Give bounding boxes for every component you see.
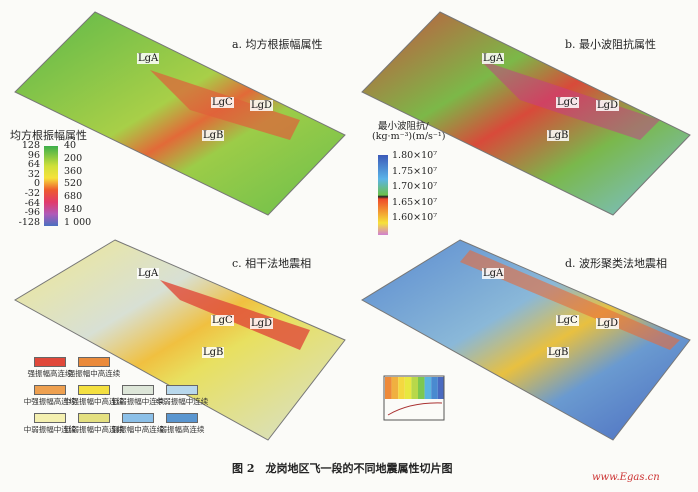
legend-b-tick: 1.75×10⁷ <box>392 165 438 177</box>
legend-c-swatch <box>34 385 66 395</box>
legend-b-tick: 1.65×10⁷ <box>392 196 438 208</box>
legend-a-right-tick: 200 <box>64 152 83 164</box>
map-d <box>361 239 691 441</box>
legend-d-frame <box>383 375 445 421</box>
legend-b-title: 最小波阻抗/ <box>378 121 429 132</box>
legend-b-tick: 1.60×10⁷ <box>392 212 438 223</box>
legend-a-left-tick: -128 <box>18 216 40 228</box>
legend-c-item: 弱振幅中高连续 <box>108 413 168 434</box>
legend-c-swatch <box>78 385 110 395</box>
legend-d-bars <box>385 377 445 399</box>
well-label: LgB <box>202 347 225 358</box>
legend-c-label: 低弱振幅中高连续 <box>64 425 124 434</box>
legend-d-bar <box>398 377 405 399</box>
legend-c-label: 强振幅高连续 <box>27 369 73 378</box>
legend-d-bar <box>411 377 418 399</box>
well-label: LgC <box>556 315 579 326</box>
well-label: LgB <box>547 347 570 358</box>
legend-a-bar <box>44 146 58 226</box>
well-label: LgC <box>211 97 234 108</box>
legend-a-left-tick: 96 <box>27 149 40 161</box>
legend-c-item: 强振幅中高连续 <box>64 357 124 378</box>
well-label: LgC <box>211 315 234 326</box>
panel-a-title: a. 均方根振幅属性 <box>232 38 323 51</box>
legend-d-bar <box>385 377 392 399</box>
well-label: LgB <box>202 130 225 141</box>
legend-a-right-tick: 360 <box>64 165 83 177</box>
legend-c-item: 强振幅高连续 <box>20 357 80 378</box>
well-label: LgD <box>596 318 620 329</box>
well-label: LgA <box>137 53 160 64</box>
panel-c-title: c. 相干法地震相 <box>232 257 312 270</box>
legend-a-left-tick: 0 <box>33 178 40 190</box>
well-label: LgB <box>547 130 570 141</box>
legend-c-label: 中弱振幅中连续 <box>155 397 209 406</box>
map-c-band <box>160 280 310 350</box>
legend-c-label: 中强振幅中高连续 <box>64 397 124 406</box>
legend-c-item: 中强振幅高连续 <box>20 385 80 406</box>
legend-c-item: 弱振幅高连续 <box>152 413 212 434</box>
legend-c-swatch <box>78 413 110 423</box>
legend-c-swatch <box>166 385 198 395</box>
legend-c-label: 中弱振幅中连续 <box>23 425 77 434</box>
legend-c-item: 中弱振幅中连续 <box>20 413 80 434</box>
well-label: LgA <box>482 53 505 64</box>
legend-c-swatch <box>122 385 154 395</box>
map-d-band <box>460 250 680 350</box>
legend-c-swatch <box>122 413 154 423</box>
legend-c-label: 低弱振幅中连续 <box>111 397 165 406</box>
legend-c-label: 弱振幅高连续 <box>159 425 205 434</box>
legend-b-tick: 1.80×10⁷ <box>392 150 438 161</box>
legend-a-right-tick: 680 <box>64 191 83 203</box>
well-label: LgD <box>250 100 274 111</box>
legend-a-right-tick: 840 <box>64 204 83 215</box>
legend-d-bar <box>424 377 432 399</box>
legend-a-left-tick: -32 <box>24 188 40 199</box>
legend-c-swatch <box>34 357 66 367</box>
legend-c-item: 中强振幅中高连续 <box>64 385 124 406</box>
legend-c-item: 低弱振幅中连续 <box>108 385 168 406</box>
watermark: www.Egas.cn <box>592 472 660 483</box>
legend-a-title: 均方根振幅属性 <box>10 129 87 142</box>
legend-b-unit: (kg·m⁻³)(m/s⁻¹) <box>372 131 446 142</box>
legend-a-left-tick: 128 <box>21 140 40 151</box>
legend-a-right-tick: 1 000 <box>64 216 92 228</box>
legend-c-swatch <box>34 413 66 423</box>
legend-a-left-tick: 64 <box>27 159 40 171</box>
legend-c-item: 低弱振幅中高连续 <box>64 413 124 434</box>
well-label: LgD <box>596 100 620 111</box>
well-label: LgA <box>137 268 160 279</box>
map-c <box>13 239 346 441</box>
legend-d-bar <box>437 377 445 399</box>
legend-d-bar <box>391 377 399 399</box>
legend-c-swatch <box>166 413 198 423</box>
map-b <box>361 11 691 216</box>
legend-a-left-tick: 32 <box>27 168 40 180</box>
figure-caption: 图 2 龙岗地区飞一段的不同地震属性切片图 <box>232 462 453 475</box>
legend-d-bar <box>418 377 425 399</box>
legend-a-left-tick: -96 <box>24 207 40 219</box>
legend-c-swatch <box>78 357 110 367</box>
legend-c-label: 弱振幅中高连续 <box>111 425 165 434</box>
legend-a-right-tick: 520 <box>64 178 83 190</box>
legend-d-bar <box>404 377 412 399</box>
legend-d-curve <box>387 402 443 416</box>
legend-b-tick: 1.70×10⁷ <box>392 181 438 192</box>
legend-c-label: 中强振幅高连续 <box>23 397 77 406</box>
well-label: LgA <box>482 268 505 279</box>
legend-d-bar <box>431 377 438 399</box>
panel-b-title: b. 最小波阻抗属性 <box>565 38 657 51</box>
legend-a-right-tick: 40 <box>64 140 77 151</box>
well-label: LgD <box>250 318 274 329</box>
legend-b-bar <box>378 155 388 235</box>
map-a <box>14 11 346 216</box>
panel-d-title: d. 波形聚类法地震相 <box>565 257 668 270</box>
legend-c-item: 中弱振幅中连续 <box>152 385 212 406</box>
well-label: LgC <box>556 97 579 108</box>
legend-a-left-tick: -64 <box>24 197 40 209</box>
legend-c-label: 强振幅中高连续 <box>67 369 121 378</box>
